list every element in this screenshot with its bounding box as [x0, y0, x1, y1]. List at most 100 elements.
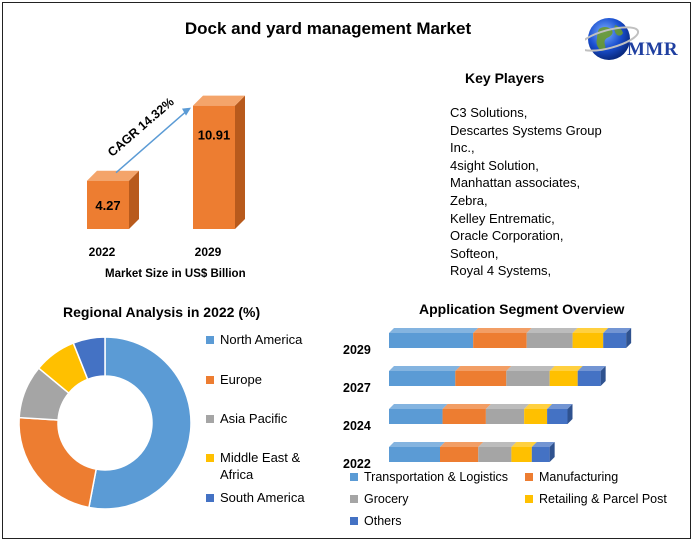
segment-top [603, 328, 632, 333]
cagr-arrow [115, 110, 188, 174]
page-title: Dock and yard management Market [184, 19, 472, 38]
legend-label: Manufacturing [539, 470, 619, 484]
legend-label-line: South America [220, 490, 305, 505]
segment-grocery [506, 371, 550, 386]
application-legend-item: Manufacturing [525, 470, 618, 484]
legend-label-line: North America [220, 332, 303, 347]
key-player-item: Oracle Corporation, [450, 228, 564, 244]
segment-top [547, 404, 573, 409]
segment-top [531, 442, 555, 447]
year-label: 2024 [343, 419, 371, 433]
segment-transportation-logistics [389, 333, 474, 348]
bar-category-label: 2029 [195, 245, 222, 259]
segment-top [526, 328, 578, 333]
segment-top [455, 366, 512, 371]
segment-top [511, 442, 537, 447]
bar-side [129, 170, 139, 229]
mmr-logo [585, 18, 640, 60]
legend-swatch [206, 494, 214, 502]
legend-swatch [525, 473, 533, 481]
segment-top [572, 328, 609, 333]
legend-label-line: Asia Pacific [220, 411, 288, 426]
legend-swatch [206, 454, 214, 462]
donut-slice [72, 336, 106, 381]
legend-swatch [525, 495, 533, 503]
regional-donut-chart [18, 336, 192, 510]
bar-top [193, 95, 245, 106]
segment-others [603, 333, 627, 348]
segment-top [440, 442, 484, 447]
segment-retailing-parcel-post [572, 333, 604, 348]
legend-label: Retailing & Parcel Post [539, 492, 667, 506]
segment-top [389, 404, 448, 409]
segment-others [547, 409, 568, 424]
donut-slice [88, 336, 192, 510]
logo-text: MMR [627, 39, 679, 60]
key-players-list: C3 Solutions, Descartes Systems Group Inc.… [450, 104, 625, 280]
application-legend-item: Grocery [350, 492, 408, 506]
segment-manufacturing [455, 371, 507, 386]
segment-top [389, 328, 479, 333]
key-player-item: Inc., [450, 140, 475, 156]
segment-retailing-parcel-post [524, 409, 548, 424]
bar-end-side [567, 404, 573, 424]
key-player-item: Softeon, [450, 245, 499, 261]
key-player-item: Zebra, [450, 192, 488, 208]
application-legend-item: Others [350, 514, 402, 528]
segment-manufacturing [440, 447, 479, 462]
legend-swatch [350, 517, 358, 525]
segment-retailing-parcel-post [511, 447, 532, 462]
segment-top [442, 404, 491, 409]
cagr-annotation: CAGR 14.32% [105, 95, 177, 160]
key-player-item: 4sight Solution, [450, 157, 539, 173]
key-player-item: Descartes Systems Group [450, 122, 602, 138]
bar-end-side [600, 366, 606, 386]
legend-label-line: Europe [220, 372, 262, 387]
bar-category-label: 2022 [89, 245, 116, 259]
legend-swatch [206, 415, 214, 423]
legend-swatch [206, 376, 214, 384]
application-segment-legend: Transportation & Logistics Manufacturing G… [350, 470, 680, 534]
segment-top [549, 366, 583, 371]
key-players-title: Key Players [465, 70, 545, 86]
year-label: 2022 [343, 457, 371, 471]
segment-transportation-logistics [389, 447, 440, 462]
segment-manufacturing [442, 409, 486, 424]
application-segment-chart: 2029 2027 2024 2022 [343, 328, 632, 471]
bar-value-label: 4.27 [95, 198, 120, 213]
bar-value-label: 10.91 [198, 128, 231, 143]
legend-label: Middle East & Africa [220, 449, 300, 483]
segment-manufacturing [473, 333, 527, 348]
segment-top [389, 442, 445, 447]
segment-others [577, 371, 601, 386]
globe-icon [588, 18, 630, 60]
regional-legend-item: Middle East & Africa [206, 449, 300, 483]
segment-top [485, 404, 530, 409]
regional-legend-item: Asia Pacific [206, 410, 287, 427]
key-player-item: Kelley Entrematic, [450, 210, 555, 226]
donut-slice [18, 416, 98, 509]
legend-label: South America [220, 489, 305, 506]
year-label: 2029 [343, 343, 371, 357]
legend-swatch [350, 473, 358, 481]
cagr-arrowhead [182, 107, 191, 116]
segment-grocery [526, 333, 573, 348]
legend-label: North America [220, 331, 302, 348]
bar-2029 [193, 105, 235, 229]
segment-transportation-logistics [389, 371, 456, 386]
legend-swatch [206, 336, 214, 344]
bar-end-side [626, 328, 632, 348]
segment-others [531, 447, 550, 462]
legend-label-line: Middle East & [220, 450, 301, 465]
legend-label-line: Africa [220, 467, 254, 482]
legend-swatch [350, 495, 358, 503]
bar-side [235, 95, 245, 230]
legend-label: Grocery [364, 492, 409, 506]
segment-top [473, 328, 532, 333]
segment-top [478, 442, 517, 447]
segment-top [389, 366, 461, 371]
application-segment-title: Application Segment Overview [419, 301, 625, 317]
regional-analysis-title: Regional Analysis in 2022 (%) [63, 304, 261, 320]
key-player-item: C3 Solutions, [450, 105, 528, 120]
